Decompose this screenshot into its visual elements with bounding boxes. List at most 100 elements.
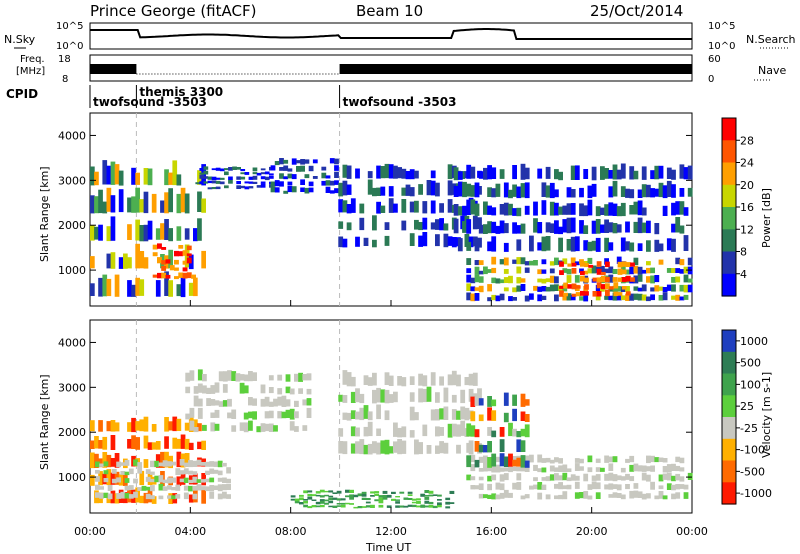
echo-cell [541, 477, 547, 481]
echo-cell [411, 498, 417, 501]
echo-cell [135, 243, 140, 269]
echo-cell [111, 469, 117, 474]
echo-cell [342, 395, 348, 403]
station-title: Prince George (fitACF) [90, 2, 256, 20]
echo-cell [666, 464, 672, 473]
echo-cell [226, 483, 231, 490]
echo-cell [300, 187, 305, 192]
echo-cell [625, 291, 631, 296]
echo-cell [120, 462, 126, 466]
echo-cell [457, 206, 463, 216]
echo-cell [512, 222, 517, 234]
echo-cell [666, 268, 672, 273]
echo-cell [345, 489, 350, 493]
echo-cell [679, 225, 685, 234]
echo-cell [654, 457, 660, 463]
echo-cell [118, 257, 124, 269]
echo-cell [315, 501, 321, 505]
echo-cell [430, 170, 436, 179]
echo-cell [503, 456, 509, 467]
echo-cell [591, 265, 597, 274]
echo-cell [407, 504, 413, 507]
echo-cell [171, 477, 176, 483]
echo-cell [650, 294, 655, 301]
echo-cell [397, 376, 402, 386]
echo-cell [222, 491, 227, 499]
echo-cell [428, 494, 434, 497]
echo-cell [470, 185, 476, 197]
echo-cell [654, 275, 660, 283]
echo-cell [106, 165, 112, 185]
echo-cell [145, 469, 151, 474]
echo-cell [474, 260, 480, 266]
echo-cell [549, 275, 555, 283]
echo-cell [240, 185, 246, 189]
echo-cell [127, 197, 132, 213]
echo-cell [595, 492, 601, 499]
echo-cell [609, 286, 614, 290]
echo-cell [579, 268, 584, 273]
echo-cell [296, 160, 301, 164]
echo-cell [483, 455, 488, 467]
echo-cell [687, 187, 693, 197]
echo-cell [470, 411, 476, 422]
echo-cell [616, 493, 622, 498]
echo-cell [449, 502, 455, 504]
echo-cell [512, 208, 517, 216]
colorbar-tick-label: 20 [740, 179, 754, 192]
echo-cell [374, 491, 380, 493]
echo-cell [165, 274, 171, 279]
echo-cell [395, 499, 400, 501]
echo-cell [456, 374, 461, 387]
echo-cell [103, 461, 109, 467]
echo-cell [218, 401, 224, 407]
echo-cell [279, 181, 284, 187]
echo-cell [342, 238, 348, 248]
echo-cell [487, 165, 492, 180]
echo-cell [329, 158, 335, 164]
echo-cell [350, 376, 356, 387]
echo-cell [491, 236, 497, 252]
echo-cell [595, 206, 601, 217]
echo-cell [512, 259, 517, 264]
echo-cell [110, 458, 116, 467]
echo-cell [629, 464, 635, 472]
echo-cell [574, 475, 580, 481]
echo-cell [133, 459, 138, 466]
colorbar-segment [722, 273, 736, 297]
ytick-label: 4000 [58, 336, 86, 349]
echo-cell [401, 199, 407, 213]
colorbar-tick-label: 16 [740, 201, 754, 214]
echo-cell [205, 461, 210, 467]
echo-cell [558, 171, 563, 181]
echo-cell [384, 410, 390, 421]
echo-cell [179, 478, 185, 483]
echo-cell [574, 458, 580, 463]
echo-cell [90, 474, 95, 486]
echo-cell [143, 459, 149, 468]
colorbar-segment [722, 251, 736, 275]
echo-cell [477, 237, 482, 248]
colorbar-segment [722, 395, 736, 418]
echo-cell [470, 396, 476, 407]
echo-cell [294, 373, 299, 382]
echo-cell [303, 500, 308, 504]
echo-cell [386, 505, 392, 508]
echo-cell [658, 182, 664, 198]
echo-cell [215, 167, 221, 171]
echo-cell [570, 217, 576, 233]
echo-cell [180, 277, 186, 298]
echo-cell [566, 239, 572, 251]
echo-cell [641, 184, 647, 198]
echo-cell [424, 495, 430, 497]
echo-cell [574, 463, 580, 471]
cpid-segment-label: twofsound -3503 [343, 95, 457, 109]
echo-cell [160, 200, 165, 213]
echo-cell [583, 205, 589, 217]
echo-cell [641, 222, 647, 233]
echo-cell [110, 435, 116, 450]
echo-cell [124, 478, 130, 483]
echo-cell [171, 487, 176, 491]
echo-cell [202, 385, 207, 394]
echo-cell [554, 189, 559, 198]
